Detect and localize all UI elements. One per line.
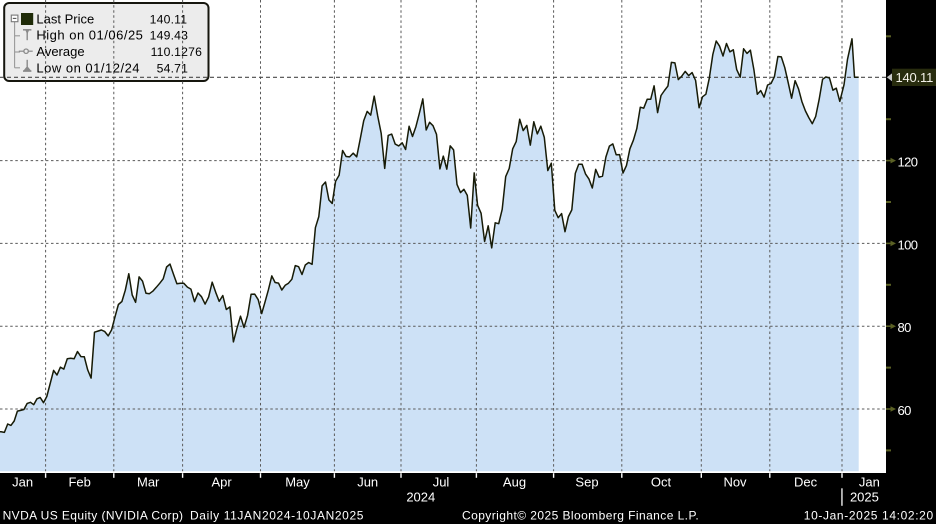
svg-text:May: May	[285, 474, 310, 489]
svg-text:Mar: Mar	[137, 474, 160, 489]
svg-text:Jun: Jun	[357, 474, 378, 489]
svg-text:10-Jan-2025 14:02:20: 10-Jan-2025 14:02:20	[804, 508, 934, 522]
svg-text:Last Price: Last Price	[36, 12, 94, 27]
svg-text:Oct: Oct	[651, 474, 672, 489]
svg-text:NVDA US Equity (NVIDIA Corp): NVDA US Equity (NVIDIA Corp)	[3, 508, 184, 522]
svg-text:149: 149	[150, 29, 171, 43]
svg-text:.71: .71	[171, 61, 189, 75]
svg-text:High on 01/06/25: High on 01/06/25	[36, 28, 143, 43]
svg-text:140: 140	[150, 13, 171, 27]
svg-text:Jan: Jan	[12, 474, 33, 489]
svg-text:Jan: Jan	[859, 474, 880, 489]
svg-text:60: 60	[898, 403, 912, 418]
svg-text:100: 100	[898, 237, 918, 252]
svg-text:2025: 2025	[850, 489, 879, 504]
svg-text:54: 54	[157, 61, 171, 75]
svg-text:.43: .43	[171, 29, 189, 43]
svg-text:2024: 2024	[406, 489, 435, 504]
svg-text:Feb: Feb	[68, 474, 90, 489]
svg-text:Daily 11JAN2024-10JAN2025: Daily 11JAN2024-10JAN2025	[190, 508, 364, 522]
svg-text:80: 80	[898, 320, 912, 335]
svg-text:Copyright© 2025 Bloomberg Fina: Copyright© 2025 Bloomberg Finance L.P.	[462, 508, 699, 522]
svg-text:Aug: Aug	[503, 474, 526, 489]
svg-text:Dec: Dec	[794, 474, 818, 489]
svg-text:.11: .11	[171, 13, 188, 27]
svg-text:Average: Average	[36, 44, 84, 59]
svg-text:Low on 01/12/24: Low on 01/12/24	[36, 60, 140, 75]
svg-text:Apr: Apr	[211, 474, 232, 489]
svg-text:Sep: Sep	[575, 474, 598, 489]
svg-text:140.11: 140.11	[896, 70, 934, 85]
svg-text:Nov: Nov	[723, 474, 747, 489]
svg-text:110: 110	[151, 45, 171, 59]
svg-text:.1276: .1276	[171, 45, 203, 59]
svg-text:120: 120	[898, 155, 918, 170]
svg-text:Jul: Jul	[433, 474, 450, 489]
